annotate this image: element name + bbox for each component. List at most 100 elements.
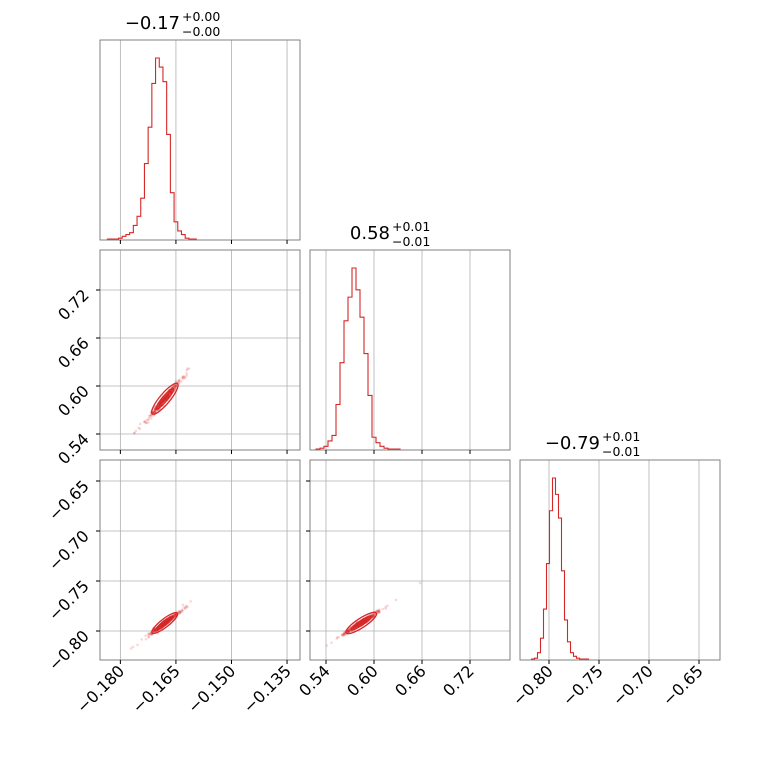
sample-point <box>366 617 370 620</box>
sample-point <box>177 381 181 384</box>
x-tick-label: −0.150 <box>184 661 239 716</box>
sample-point <box>377 609 381 612</box>
sample-point <box>376 610 380 614</box>
panel-frame <box>99 39 301 241</box>
sample-point <box>153 410 157 414</box>
sample-point <box>153 408 157 412</box>
sample-point <box>143 419 147 423</box>
x-tick-label: 0.60 <box>343 661 382 700</box>
sample-point <box>337 635 340 639</box>
sample-point <box>342 631 346 634</box>
sample-point <box>376 609 379 613</box>
y-tick-label: −0.75 <box>45 576 93 624</box>
sample-point <box>418 581 422 585</box>
sample-point <box>179 610 183 613</box>
sample-point <box>342 632 345 636</box>
x-tick-label: −0.70 <box>609 661 657 709</box>
sample-point <box>173 613 177 616</box>
x-tick-label: −0.180 <box>73 661 128 716</box>
x-tick-label: −0.65 <box>659 661 707 709</box>
sample-point <box>137 426 140 430</box>
sample-point <box>180 609 184 613</box>
sample-point <box>377 611 381 614</box>
sample-point <box>158 403 161 407</box>
sample-point <box>346 630 350 633</box>
sample-point <box>185 604 188 608</box>
y-tick-label: 0.66 <box>54 333 93 372</box>
panel-title-value: 0.58 <box>350 223 390 244</box>
sample-point <box>145 421 148 425</box>
panel-0-0: −0.17 +0.00−0.00 <box>99 9 301 244</box>
x-tick-label: 0.72 <box>439 661 478 700</box>
contour-level-2 <box>155 615 175 631</box>
sample-point <box>173 384 176 387</box>
sample-point <box>181 603 185 607</box>
sample-point <box>372 614 376 617</box>
sample-point <box>147 632 151 635</box>
sample-point <box>149 631 152 635</box>
panel-frame <box>99 249 301 451</box>
sample-point <box>187 367 191 371</box>
sample-point <box>157 404 161 408</box>
sample-point <box>377 608 381 612</box>
panel-title-upper-error: +0.01 <box>392 219 430 234</box>
sample-point <box>144 637 148 641</box>
sample-point <box>384 607 387 610</box>
panel-title-lower-error: −0.00 <box>182 24 220 39</box>
panel-title-upper-error: +0.01 <box>602 429 640 444</box>
sample-point <box>348 629 352 633</box>
sample-point <box>177 378 181 382</box>
sample-point <box>185 374 189 377</box>
sample-point <box>371 613 375 616</box>
sample-point <box>174 384 178 388</box>
sample-point <box>177 609 181 613</box>
sample-point <box>189 600 192 603</box>
sample-point <box>178 378 181 382</box>
sample-point <box>347 630 351 633</box>
sample-point <box>346 629 350 632</box>
sample-point <box>290 667 293 670</box>
sample-point <box>158 404 161 407</box>
sample-point <box>325 644 329 647</box>
sample-point <box>375 609 379 613</box>
contour-level-1 <box>159 619 170 627</box>
panel-2-0: −0.180 −0.165 −0.150 −0.135 −0.80−0.75−0.70−… <box>45 459 301 717</box>
sample-point <box>147 633 151 637</box>
sample-point <box>342 631 346 635</box>
sample-point <box>147 635 150 638</box>
sample-point <box>346 630 350 633</box>
sample-point <box>173 613 177 617</box>
contour-level-3 <box>151 611 179 635</box>
sample-point <box>153 409 157 413</box>
sample-point <box>144 634 147 637</box>
sample-point <box>145 418 149 422</box>
sample-point <box>153 409 157 412</box>
contour-level-2 <box>350 615 373 631</box>
contour-level-3 <box>345 611 378 635</box>
sample-point <box>373 613 376 616</box>
panel-frame <box>519 459 721 661</box>
sample-point <box>377 609 381 613</box>
sample-point <box>173 384 177 388</box>
sample-point <box>132 431 136 435</box>
sample-point <box>147 415 151 418</box>
sample-point <box>343 632 347 636</box>
sample-point <box>131 645 135 649</box>
panel-2-1: 0.54 0.60 0.66 0.72 <box>290 459 511 700</box>
sample-point <box>177 379 180 383</box>
sample-point <box>371 613 374 617</box>
sample-point <box>182 376 185 379</box>
sample-point <box>371 613 375 616</box>
panel-2-2: −0.79 +0.01−0.01 −0.80 −0.75 −0.70 −0.65 <box>509 429 721 709</box>
sample-point <box>346 630 349 633</box>
sample-point <box>181 375 185 378</box>
sample-point <box>169 390 173 394</box>
sample-point <box>347 630 350 634</box>
sample-point <box>186 367 189 370</box>
sample-point <box>181 609 184 612</box>
sample-point <box>138 427 142 430</box>
sample-point <box>377 609 381 613</box>
contour-level-1 <box>159 393 170 405</box>
sample-point <box>347 629 351 633</box>
